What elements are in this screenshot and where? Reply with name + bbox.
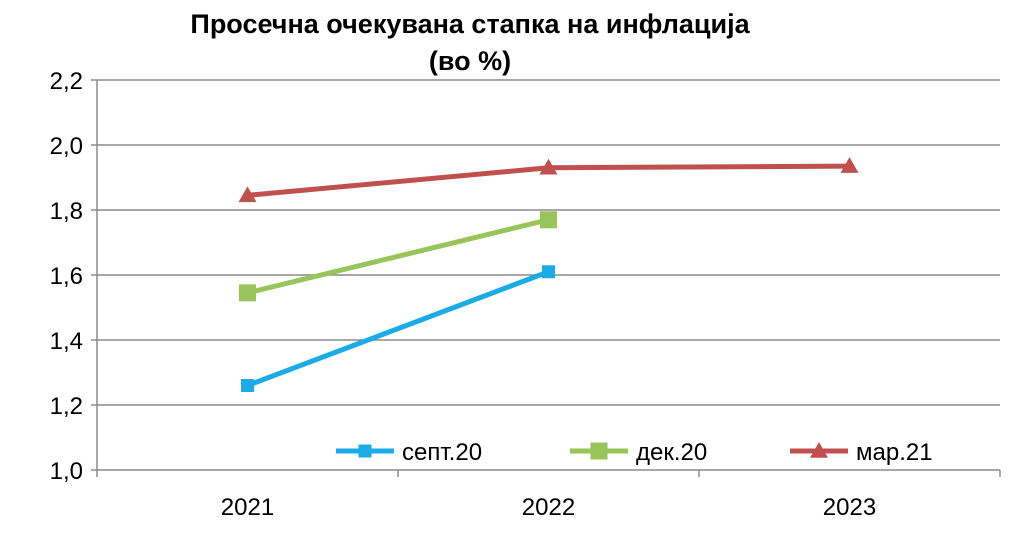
data-point (539, 158, 558, 175)
x-tick-label: 2022 (522, 494, 575, 521)
legend-swatch-marker (590, 442, 608, 460)
legend-label: септ.20 (402, 439, 482, 466)
y-tick-label: 1,2 (50, 393, 83, 420)
series-group (238, 157, 859, 392)
x-tick-label: 2023 (823, 494, 876, 521)
y-tick-label: 2,2 (50, 68, 83, 95)
data-point (241, 379, 254, 392)
data-point (239, 284, 256, 302)
x-tick-label: 2021 (221, 494, 274, 521)
series-line (246, 217, 550, 296)
data-point (238, 186, 257, 203)
y-tick-label: 1,8 (50, 198, 83, 225)
y-axis-ticks: 1,0 1,2 1,4 1,6 1,8 2,0 2,2 (50, 68, 83, 485)
chart-title: Просечна очекувана стапка на инфлација (190, 9, 750, 39)
legend-label: мар.21 (856, 439, 933, 466)
data-point (840, 157, 859, 173)
legend: септ.20 дек.20 мар.21 (336, 439, 933, 466)
axes (91, 79, 1001, 477)
x-axis-ticks: 2021 2022 2023 (221, 494, 876, 521)
legend-swatch-marker (358, 444, 372, 458)
legend-swatch-marker (810, 442, 828, 458)
grid-lines (97, 79, 1000, 406)
y-tick-label: 1,6 (50, 263, 83, 290)
legend-label: дек.20 (636, 439, 707, 466)
y-tick-label: 1,4 (50, 328, 83, 355)
series-line (246, 269, 550, 388)
y-tick-label: 1,0 (50, 458, 83, 485)
chart-subtitle: (во %) (429, 46, 511, 76)
data-point (540, 211, 557, 229)
data-point (542, 265, 555, 279)
y-tick-label: 2,0 (50, 133, 83, 160)
